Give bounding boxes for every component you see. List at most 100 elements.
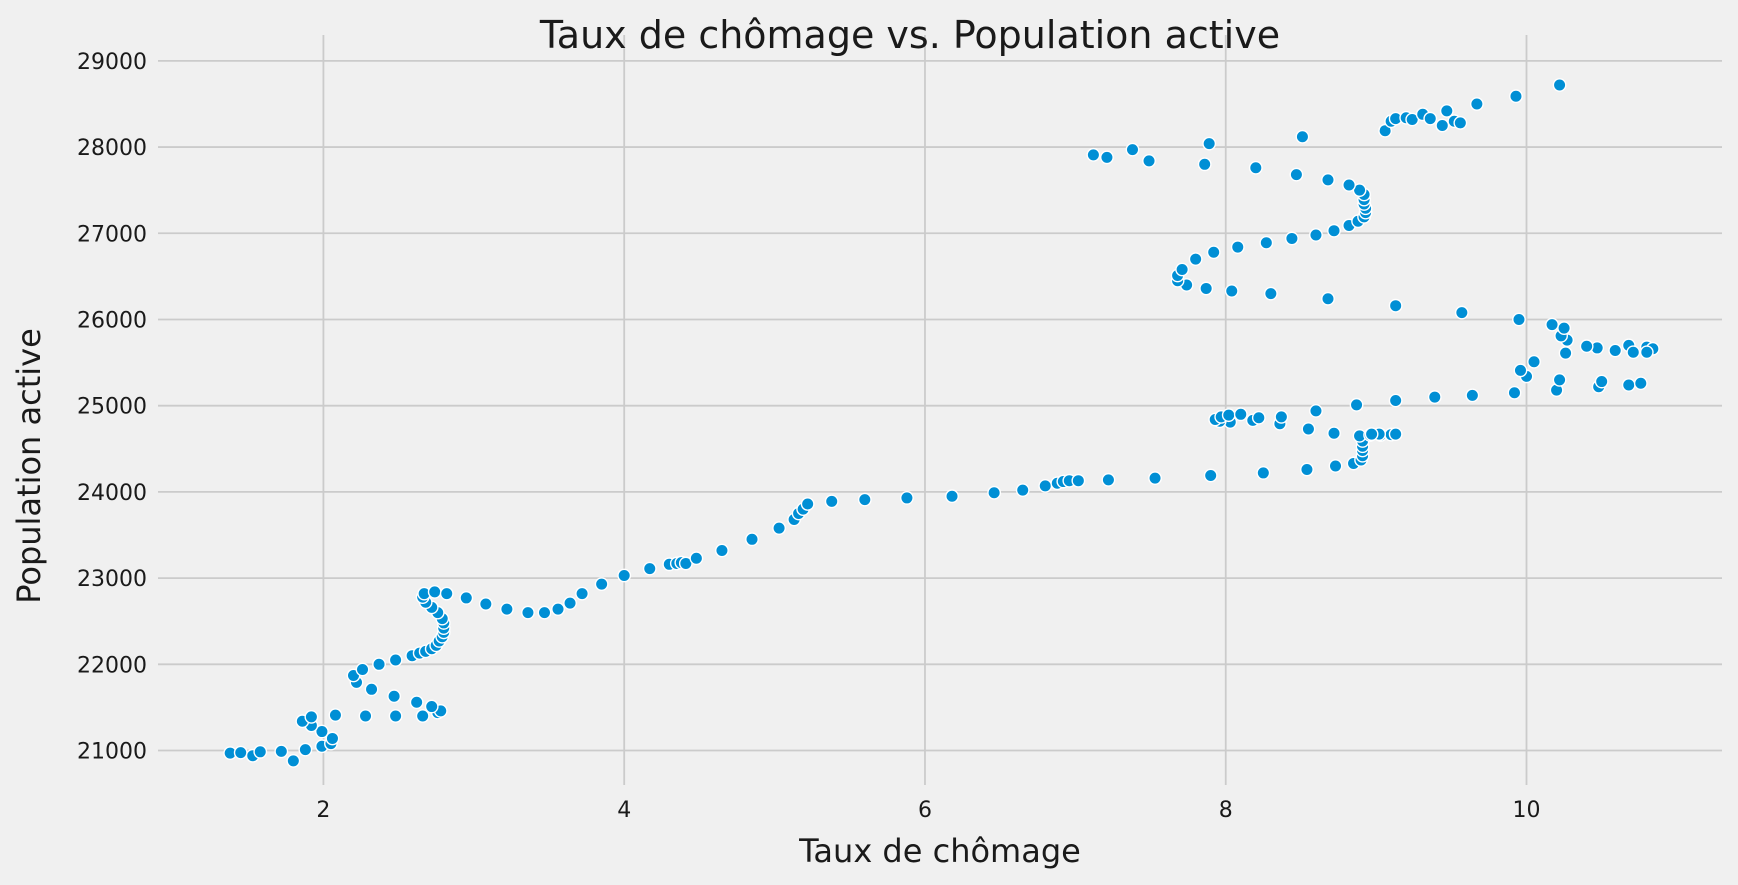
data-point [1388, 427, 1403, 442]
data-point [1527, 354, 1541, 369]
x-tick-labels: 2 4 6 8 10 [316, 798, 1540, 823]
data-point [1349, 397, 1364, 412]
data-point [1465, 388, 1480, 403]
data-point [1233, 407, 1248, 422]
data-point [715, 543, 729, 558]
x-tick-label: 2 [316, 798, 330, 823]
data-point [1509, 89, 1523, 104]
data-point [1251, 410, 1266, 425]
data-point [1248, 160, 1263, 175]
data-point [427, 584, 442, 599]
data-point [1309, 228, 1323, 242]
data-point [328, 708, 343, 723]
data-point [499, 602, 514, 617]
data-point [1388, 393, 1403, 408]
data-point [387, 689, 402, 704]
data-point [1199, 281, 1214, 296]
data-point [1594, 374, 1609, 389]
data-point [1038, 478, 1053, 493]
y-tick-label: 21000 [77, 740, 147, 765]
data-point [439, 586, 454, 601]
y-tick-label: 27000 [77, 222, 147, 247]
data-point [1427, 390, 1442, 404]
data-point [1125, 142, 1140, 157]
data-point [358, 709, 373, 723]
data-point [409, 695, 424, 710]
data-point [551, 602, 565, 617]
data-points [223, 78, 1660, 768]
data-point [1175, 262, 1190, 277]
data-point [1545, 317, 1559, 332]
y-tick-label: 22000 [77, 653, 147, 678]
data-point [1552, 372, 1567, 387]
data-point [325, 731, 340, 746]
data-point [1230, 240, 1245, 254]
data-point [900, 491, 914, 505]
data-point [772, 521, 786, 536]
data-point [1086, 147, 1101, 162]
data-point [1639, 345, 1654, 360]
data-point [1633, 376, 1648, 391]
data-point [1388, 298, 1403, 313]
data-point [745, 532, 759, 547]
data-point [1101, 472, 1116, 487]
data-point [1558, 346, 1573, 361]
data-point [1469, 97, 1484, 111]
data-point [594, 577, 609, 592]
data-point [1300, 462, 1314, 477]
data-point [1327, 426, 1341, 441]
data-point [1557, 321, 1571, 336]
data-point [1454, 305, 1469, 320]
data-point [1274, 409, 1289, 424]
data-point [1327, 223, 1341, 238]
data-point [1295, 129, 1310, 144]
y-tick-label: 28000 [77, 136, 147, 161]
data-point [274, 744, 289, 759]
data-point [1435, 118, 1450, 133]
data-point [1224, 284, 1239, 298]
data-point [1256, 466, 1271, 480]
data-point [1453, 116, 1468, 130]
data-point [478, 597, 493, 611]
data-point [1321, 291, 1335, 306]
data-point [1512, 312, 1526, 327]
data-point [424, 699, 439, 714]
data-point [857, 492, 872, 507]
data-point [1552, 78, 1567, 92]
data-point [617, 568, 632, 583]
data-point [253, 744, 268, 759]
data-point [364, 682, 379, 697]
data-point [1608, 343, 1623, 358]
data-point [537, 605, 552, 620]
data-point [233, 745, 248, 760]
data-point [1263, 286, 1278, 301]
data-point [824, 494, 839, 509]
data-point [1342, 178, 1356, 192]
chart-title: Taux de chômage vs. Population active [539, 13, 1280, 57]
x-tick-label: 4 [617, 798, 631, 823]
data-point [1259, 235, 1274, 250]
data-point [987, 485, 1002, 500]
data-point [298, 742, 313, 757]
data-point [355, 662, 370, 677]
data-point [415, 709, 430, 723]
y-tick-label: 29000 [77, 50, 147, 75]
data-point [1188, 252, 1203, 267]
data-point [1221, 408, 1236, 423]
data-point [1328, 459, 1343, 473]
data-point [1289, 167, 1304, 182]
x-tick-label: 10 [1513, 798, 1541, 823]
data-point [1579, 339, 1594, 354]
x-tick-label: 8 [1219, 798, 1233, 823]
data-point [800, 497, 815, 511]
data-point [945, 489, 959, 504]
data-point [304, 709, 319, 724]
x-tick-label: 6 [918, 798, 932, 823]
data-point [1015, 483, 1030, 498]
data-point [1285, 231, 1299, 246]
data-point [575, 586, 589, 601]
data-point [1439, 103, 1454, 118]
y-tick-labels: 21000 22000 23000 24000 25000 26000 27000 28000… [77, 50, 147, 765]
grid-lines [158, 35, 1722, 785]
